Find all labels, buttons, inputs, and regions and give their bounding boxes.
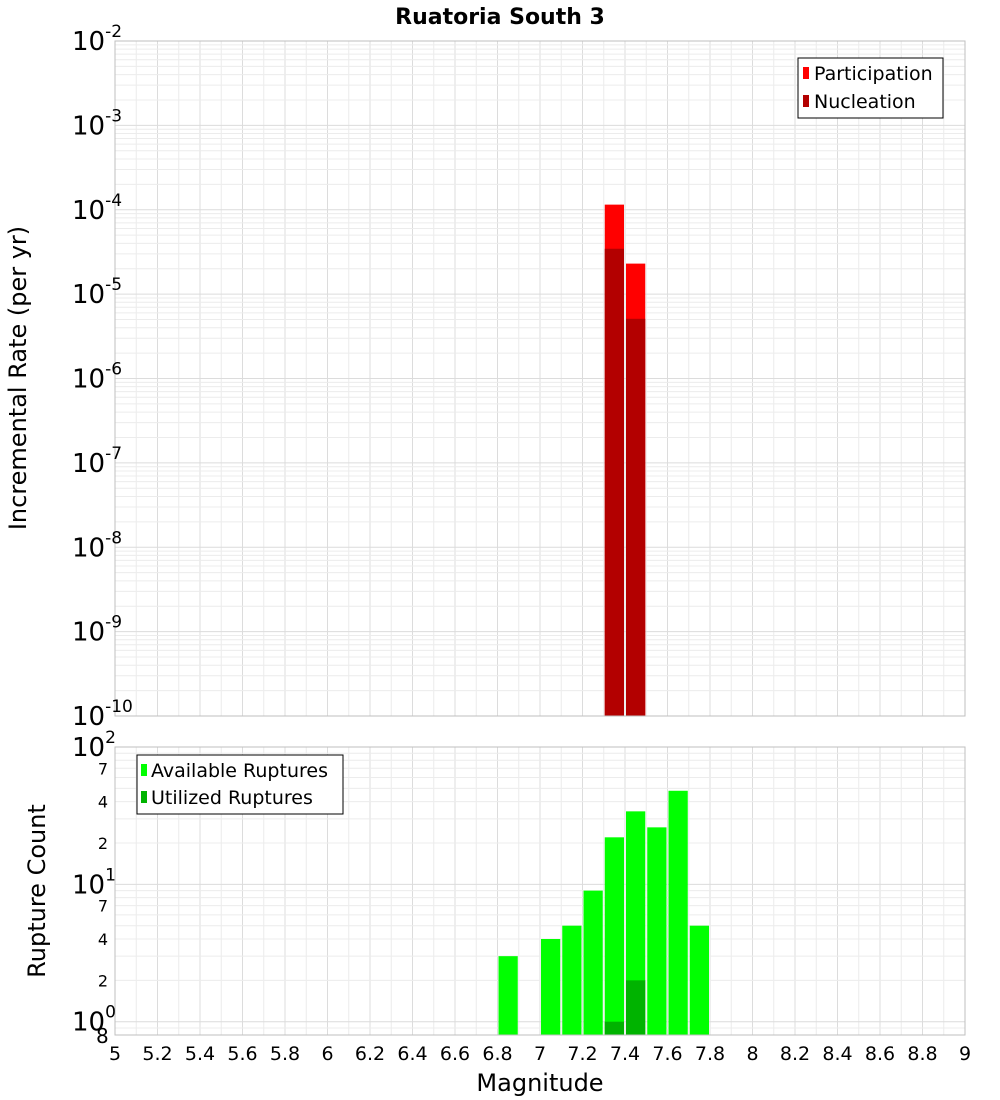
y-minor-tick-label: 7 [98, 897, 108, 916]
legend-swatch-available [141, 764, 147, 776]
y-tick-label: 10-3 [72, 106, 122, 141]
y-minor-tick-label: 2 [98, 971, 108, 990]
y-tick-label: 10-10 [72, 697, 133, 732]
y-minor-tick-label: 7 [98, 759, 108, 778]
count-legend-box [136, 754, 344, 815]
x-tick-label: 5.6 [227, 1043, 257, 1065]
chart-title: Ruatoria South 3 [395, 5, 605, 30]
available-ruptures-bar [583, 890, 603, 1035]
y-tick-label: 10-7 [72, 444, 122, 479]
legend-label-utilized: Utilized Ruptures [151, 787, 313, 809]
x-tick-label: 8.2 [780, 1043, 810, 1065]
x-tick-label: 5.4 [185, 1043, 215, 1065]
x-tick-label: 7 [534, 1043, 546, 1065]
count-legend: Available Ruptures Utilized Ruptures [136, 754, 344, 815]
x-tick-label: 7.2 [567, 1043, 597, 1065]
x-tick-label: 8.4 [822, 1043, 852, 1065]
y-tick-label: 10-2 [72, 22, 122, 57]
count-plot-frame [114, 746, 966, 1036]
legend-swatch-participation [803, 67, 809, 79]
available-ruptures-bar [689, 925, 709, 1035]
rate-gridlines [114, 40, 966, 717]
x-tick-label: 5 [109, 1043, 121, 1065]
rate-plot-frame [114, 40, 966, 717]
legend-label-nucleation: Nucleation [814, 91, 916, 113]
x-tick-labels: 5 5.2 5.4 5.6 5.8 6 6.2 6.4 6.6 6.8 7 7.2 7.4 7.6 7.8 8… [109, 1043, 971, 1065]
nucleation-bar [604, 248, 624, 716]
legend-swatch-utilized [141, 791, 147, 803]
rate-legend: Participation Nucleation [797, 57, 944, 119]
y-tick-label: 10-6 [72, 360, 122, 395]
x-tick-label: 7.6 [652, 1043, 682, 1065]
x-tick-label: 6.8 [482, 1043, 512, 1065]
y-tick-label: 10-4 [72, 191, 122, 226]
rate-y-axis-label: Incremental Rate (per yr) [4, 226, 32, 530]
count-panel: 100 101 102 2 4 7 2 4 7 8 5 5.2 5.4 5.6 5.8 6 6.2 6.4 6.6… [23, 728, 971, 1097]
y-tick-label: 100 [72, 1003, 116, 1038]
y-minor-tick-label: 8 [96, 1024, 109, 1048]
legend-swatch-nucleation [803, 95, 809, 107]
y-tick-label: 101 [72, 865, 116, 900]
available-ruptures-bar [498, 956, 518, 1035]
x-tick-label: 8.8 [907, 1043, 937, 1065]
count-bars [498, 790, 709, 1035]
y-tick-label: 10-5 [72, 275, 122, 310]
x-tick-label: 5.8 [270, 1043, 300, 1065]
utilized-ruptures-bar [626, 980, 646, 1035]
y-minor-tick-label: 4 [98, 930, 108, 949]
x-tick-label: 6.6 [440, 1043, 470, 1065]
rate-legend-box [797, 57, 944, 119]
available-ruptures-bar [668, 790, 688, 1035]
rate-panel: Ruatoria South 3 10-1010-910-810-710-610… [4, 5, 966, 732]
y-minor-tick-label: 2 [98, 834, 108, 853]
rate-y-tick-labels: 10-10 10-9 10-8 10-7 10-6 10-5 10-4 10-3 10-2 [72, 22, 133, 732]
rate-bars [604, 204, 646, 717]
legend-label-participation: Participation [814, 63, 933, 85]
y-tick-label: 10-9 [72, 613, 122, 648]
y-tick-label: 10-8 [72, 528, 122, 563]
count-y-axis-label: Rupture Count [23, 804, 51, 978]
nucleation-bar [626, 318, 646, 716]
x-tick-label: 9 [959, 1043, 971, 1065]
x-tick-label: 6.4 [397, 1043, 427, 1065]
x-tick-label: 8.6 [865, 1043, 895, 1065]
x-tick-label: 5.2 [142, 1043, 172, 1065]
available-ruptures-bar [562, 925, 582, 1035]
available-ruptures-bar [541, 939, 561, 1035]
available-ruptures-bar [626, 811, 646, 1035]
legend-label-available: Available Ruptures [151, 760, 328, 782]
x-tick-label: 7.4 [610, 1043, 640, 1065]
available-ruptures-bar [647, 827, 667, 1035]
x-tick-label: 6 [321, 1043, 333, 1065]
x-axis-label: Magnitude [476, 1069, 603, 1097]
y-minor-tick-label: 4 [98, 793, 108, 812]
x-tick-label: 8 [746, 1043, 758, 1065]
count-y-tick-labels: 100 101 102 2 4 7 2 4 7 8 [72, 728, 116, 1048]
utilized-ruptures-bar [604, 1021, 624, 1035]
x-tick-label: 7.8 [695, 1043, 725, 1065]
available-ruptures-bar [604, 837, 624, 1035]
y-tick-label: 102 [72, 728, 116, 763]
x-tick-label: 6.2 [355, 1043, 385, 1065]
